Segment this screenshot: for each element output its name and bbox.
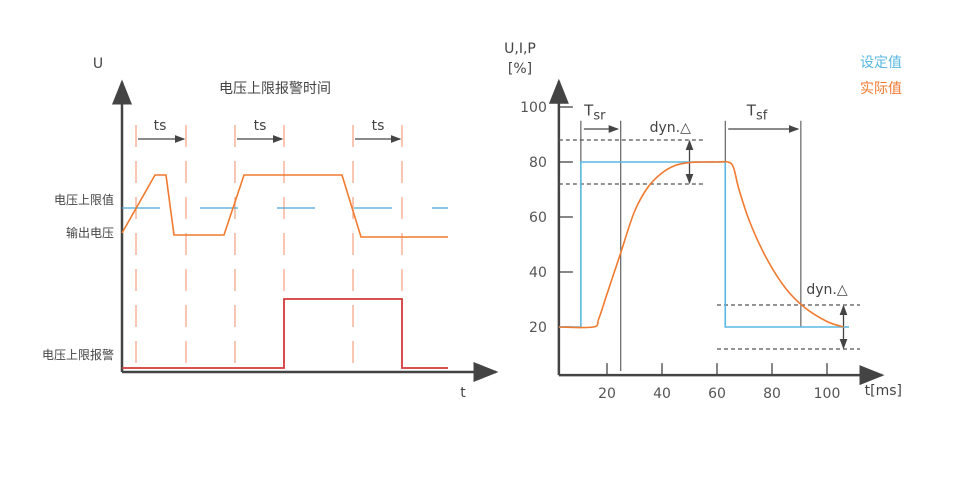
dyn-delta-label: dyn.△ xyxy=(650,120,691,136)
response-time-chart: U,I,P [%] t[ms] 设定值 实际值 20 40 60 80 100 20 40 6… xyxy=(504,41,902,402)
dyn-delta-label: dyn.△ xyxy=(806,282,847,298)
ts-label-3: ts xyxy=(372,118,385,134)
x-axis-label: t[ms] xyxy=(865,383,902,399)
alarm-timing-diagram: 电压上限报警时间 U t ts ts ts 电压上限值 输出电压 电压上限报警 xyxy=(42,56,499,401)
setpoint-line xyxy=(558,161,849,328)
y-tick-label: 80 xyxy=(529,155,547,171)
legend-setpoint: 设定值 xyxy=(860,55,902,71)
ts-label-2: ts xyxy=(254,118,267,134)
y-tick-label: 100 xyxy=(520,100,547,116)
alarm-signal-line xyxy=(122,298,448,369)
y-axis-label-u: U xyxy=(93,56,103,72)
x-tick-label: 20 xyxy=(598,386,616,402)
left-title: 电压上限报警时间 xyxy=(219,81,331,97)
y-tick-label: 60 xyxy=(529,210,547,226)
timing-guides xyxy=(135,125,403,370)
x-tick-label: 40 xyxy=(653,386,671,402)
legend-actual: 实际值 xyxy=(860,81,902,97)
x-tick-label: 80 xyxy=(763,386,781,402)
y-axis-label-line2: [%] xyxy=(508,61,532,77)
label-output-voltage: 输出电压 xyxy=(66,225,114,240)
tsr-label: Tsr xyxy=(583,101,606,123)
ts-label-1: ts xyxy=(154,118,167,134)
label-upper-limit-alarm: 电压上限报警 xyxy=(42,347,114,362)
x-tick-label: 100 xyxy=(814,386,841,402)
actual-value-line xyxy=(558,160,844,329)
label-upper-limit-value: 电压上限值 xyxy=(54,192,114,207)
tsf-label: Tsf xyxy=(746,101,768,123)
x-tick-label: 60 xyxy=(708,386,726,402)
output-voltage-line xyxy=(121,174,448,238)
y-tick-label: 40 xyxy=(529,265,547,281)
y-axis-label-line1: U,I,P xyxy=(504,41,536,57)
x-axis-label-t: t xyxy=(460,385,466,401)
y-tick-label: 20 xyxy=(529,320,547,336)
